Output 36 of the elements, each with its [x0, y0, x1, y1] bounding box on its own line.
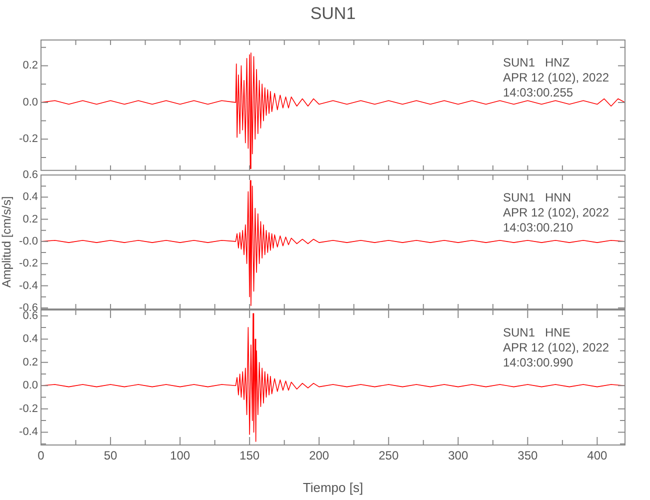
y-tick-label: -0.2: [19, 258, 38, 270]
x-tick-label: 200: [309, 448, 330, 463]
y-tick-label: -0.0: [19, 235, 38, 248]
y-tick-label: -0.2: [19, 133, 38, 146]
y-tick-label: 0.4: [22, 191, 38, 204]
x-tick-label: 400: [587, 448, 608, 463]
y-tick-label: 0.0: [22, 380, 38, 392]
y-tick-label: 0.2: [22, 60, 38, 72]
annotation: APR 12 (102), 2022: [503, 205, 610, 220]
annotation: SUN1 HNN: [503, 190, 572, 204]
y-tick-label: -0.2: [19, 402, 38, 415]
annotation: 14:03:00.210: [503, 220, 574, 234]
y-axis-title: Amplitud [cm/s/s]: [0, 196, 14, 288]
x-tick-label: 100: [170, 448, 190, 463]
x-axis-title: Tiempo [s]: [302, 480, 364, 495]
x-tick-label: 300: [448, 448, 468, 463]
annotation: APR 12 (102), 2022: [503, 70, 610, 84]
y-tick-label: 0.4: [22, 333, 38, 346]
x-tick-label: 150: [240, 448, 260, 463]
annotation: SUN1 HNE: [503, 325, 570, 340]
x-tick-label: 0: [38, 448, 45, 463]
x-tick-label: 250: [378, 448, 399, 463]
annotation: 14:03:00.255: [503, 85, 574, 100]
x-tick-label: 50: [104, 448, 118, 463]
y-tick-label: -0.4: [19, 426, 38, 438]
y-tick-label: 0.6: [22, 169, 38, 182]
annotation: APR 12 (102), 2022: [503, 340, 610, 354]
annotation: SUN1 HNZ: [503, 55, 570, 70]
y-tick-label: 0.6: [22, 310, 38, 322]
y-tick-label: -0.4: [19, 280, 38, 292]
y-tick-label: 0.2: [22, 356, 38, 368]
annotation: 14:03:00.990: [503, 355, 574, 370]
x-tick-label: 350: [518, 448, 538, 463]
y-tick-label: 0.0: [22, 96, 38, 108]
chart-title: SUN1: [309, 4, 357, 24]
y-tick-label: 0.2: [22, 213, 38, 226]
